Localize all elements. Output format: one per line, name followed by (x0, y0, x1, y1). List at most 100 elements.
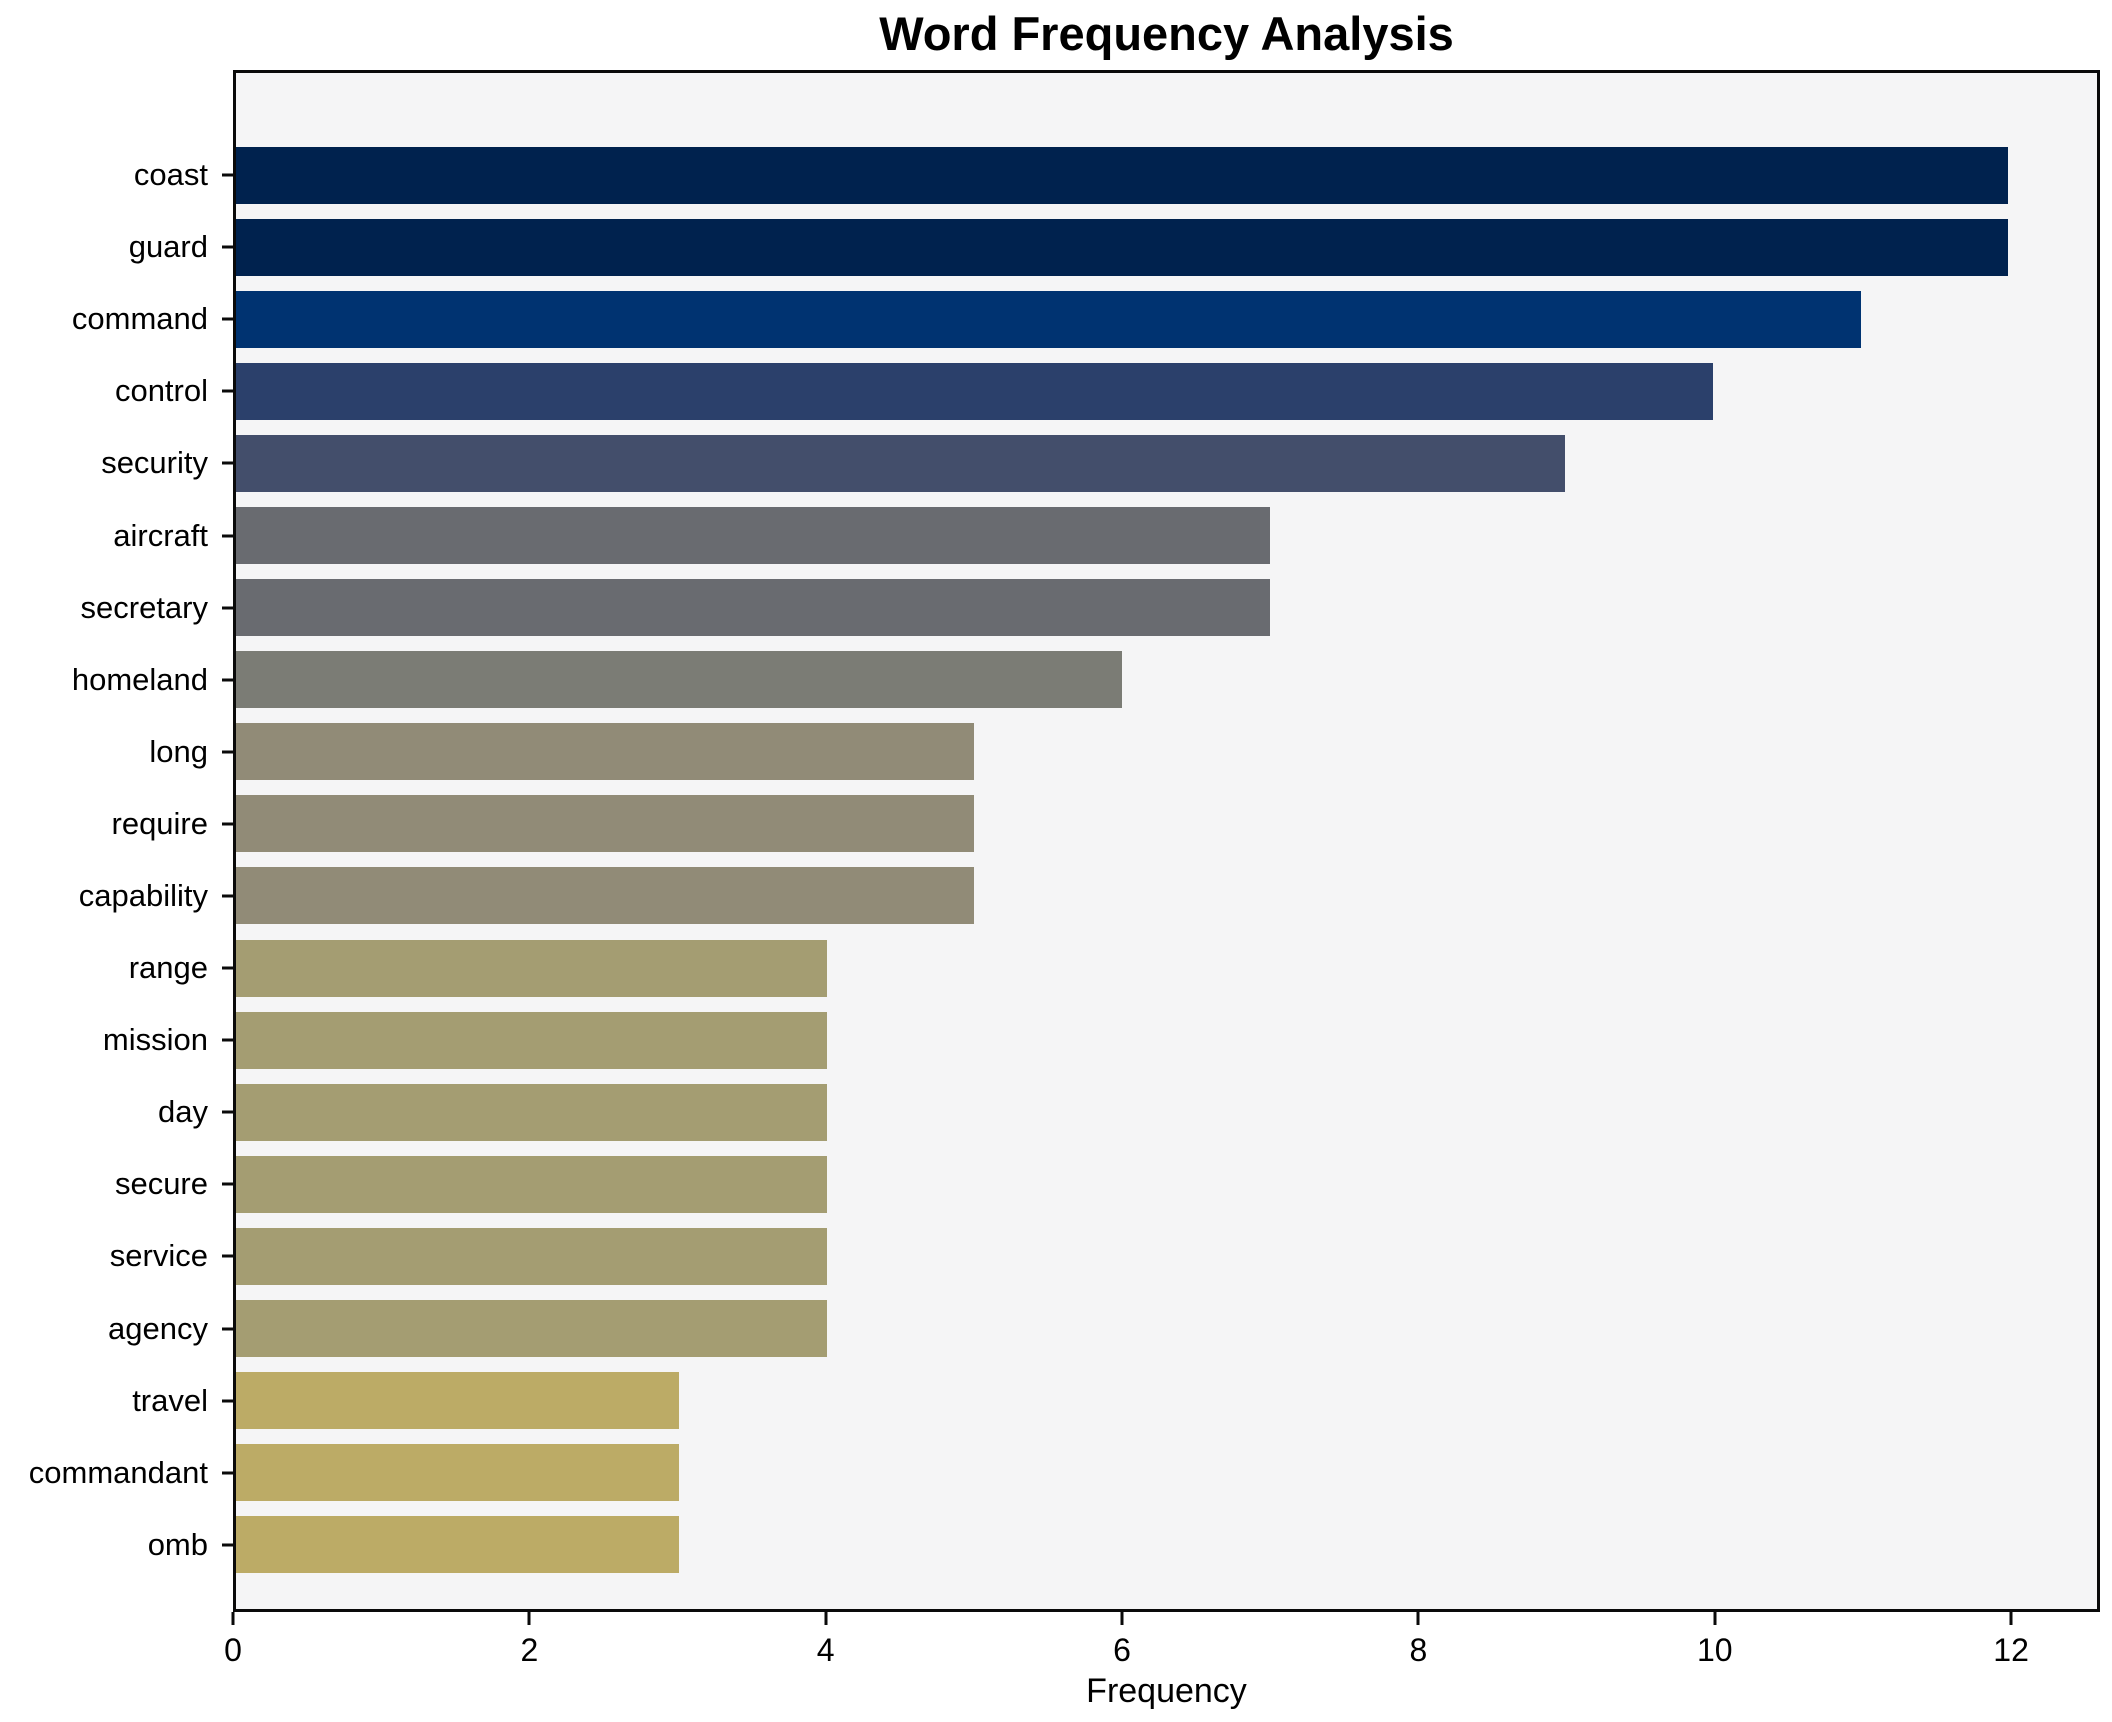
bar-row-coast: coast (134, 139, 2097, 211)
x-tick-mark (1120, 1612, 1124, 1625)
bar-row-secure: secure (115, 1148, 2097, 1220)
y-tick-label-travel: travel (132, 1382, 208, 1418)
bar-row-omb: omb (148, 1509, 2097, 1581)
y-tick-mark (222, 966, 233, 970)
y-tick-label-day: day (158, 1094, 208, 1130)
y-tick-mark (222, 1471, 233, 1475)
bar-row-long: long (149, 716, 2097, 788)
bar-row-capability: capability (79, 860, 2097, 932)
bars-container: coast guard command control security aircraft… (29, 73, 2097, 1609)
bar-row-control: control (115, 355, 2097, 427)
x-tick-mark (231, 1612, 235, 1625)
y-tick-mark (222, 317, 233, 321)
y-tick-mark (222, 245, 233, 249)
x-tick-mark (1416, 1612, 1420, 1625)
y-tick-label-mission: mission (102, 1022, 208, 1058)
y-tick-mark (222, 1327, 233, 1331)
bar-control (236, 362, 1713, 420)
x-axis-title: Frequency (1086, 1672, 1247, 1710)
y-tick-mark (222, 173, 233, 177)
bar-row-range: range (129, 932, 2097, 1004)
x-tick-label-8: 8 (1409, 1632, 1428, 1668)
y-tick-mark (222, 1254, 233, 1258)
bar-service (236, 1227, 827, 1285)
bar-homeland (236, 651, 1123, 709)
y-tick-mark (222, 461, 233, 465)
y-tick-mark (222, 1543, 233, 1547)
y-tick-mark (222, 1182, 233, 1186)
bar-secretary (236, 579, 1270, 637)
bar-row-agency: agency (108, 1293, 2097, 1365)
y-tick-mark (222, 678, 233, 682)
x-tick-mark (1713, 1612, 1717, 1625)
bar-row-homeland: homeland (72, 644, 2097, 716)
y-tick-label-range: range (128, 950, 208, 986)
bar-secure (236, 1155, 827, 1213)
bar-row-security: security (101, 427, 2097, 499)
chart-title: Word Frequency Analysis (879, 7, 1454, 60)
y-tick-label-capability: capability (78, 877, 208, 913)
y-tick-mark (222, 822, 233, 826)
bar-row-secretary: secretary (81, 572, 2097, 644)
bar-row-require: require (112, 788, 2097, 860)
bar-row-service: service (110, 1220, 2097, 1292)
bar-row-guard: guard (129, 211, 2097, 283)
y-tick-label-omb: omb (147, 1526, 208, 1562)
bar-commandant (236, 1444, 680, 1502)
x-axis: 0 2 4 6 8 10 12 (224, 1612, 2100, 1702)
bar-row-aircraft: aircraft (113, 499, 2097, 571)
bar-long (236, 723, 975, 781)
y-tick-label-aircraft: aircraft (113, 517, 208, 553)
bar-travel (236, 1372, 680, 1430)
y-tick-mark (222, 534, 233, 538)
y-tick-mark (222, 389, 233, 393)
y-tick-mark (222, 750, 233, 754)
x-tick-label-12: 12 (1993, 1632, 2029, 1668)
x-tick-mark (2009, 1612, 2013, 1625)
bar-day (236, 1083, 827, 1141)
x-tick-label-10: 10 (1696, 1632, 1733, 1668)
x-tick-label-0: 0 (224, 1632, 242, 1668)
y-tick-label-security: security (101, 445, 208, 481)
bar-aircraft (236, 507, 1270, 565)
bar-row-travel: travel (132, 1365, 2097, 1437)
y-tick-label-long: long (149, 733, 208, 769)
bar-require (236, 795, 975, 853)
x-tick-label-2: 2 (520, 1632, 539, 1668)
bar-row-commandant: commandant (29, 1437, 2097, 1509)
bar-omb (236, 1516, 680, 1574)
y-tick-label-secretary: secretary (80, 589, 208, 625)
y-tick-label-require: require (111, 805, 209, 841)
y-tick-mark (222, 606, 233, 610)
y-tick-label-command: command (71, 301, 208, 337)
x-tick-mark (527, 1612, 531, 1625)
plot-area: coast guard command control security aircraft… (29, 70, 2100, 1612)
y-tick-label-guard: guard (128, 229, 208, 265)
x-tick-label-6: 6 (1113, 1632, 1131, 1668)
bar-agency (236, 1300, 827, 1358)
bar-guard (236, 218, 2009, 276)
y-tick-label-secure: secure (114, 1166, 208, 1202)
bar-capability (236, 867, 975, 925)
y-tick-label-control: control (114, 373, 208, 409)
bar-command (236, 290, 1861, 348)
y-tick-mark (222, 1399, 233, 1403)
y-tick-label-homeland: homeland (71, 661, 208, 697)
x-tick-label-4: 4 (816, 1632, 835, 1668)
bar-row-day: day (158, 1076, 2097, 1148)
bar-range (236, 939, 827, 997)
y-tick-mark (222, 1038, 233, 1042)
y-tick-label-commandant: commandant (28, 1454, 208, 1490)
y-tick-label-service: service (109, 1238, 208, 1274)
y-tick-mark (222, 1110, 233, 1114)
y-tick-label-agency: agency (108, 1310, 208, 1346)
bar-coast (236, 146, 2009, 204)
bar-security (236, 434, 1566, 492)
bar-row-command: command (72, 283, 2097, 355)
bar-row-mission: mission (103, 1004, 2097, 1076)
x-tick-mark (824, 1612, 828, 1625)
bar-mission (236, 1011, 827, 1069)
y-tick-mark (222, 894, 233, 898)
y-tick-label-coast: coast (133, 157, 208, 193)
